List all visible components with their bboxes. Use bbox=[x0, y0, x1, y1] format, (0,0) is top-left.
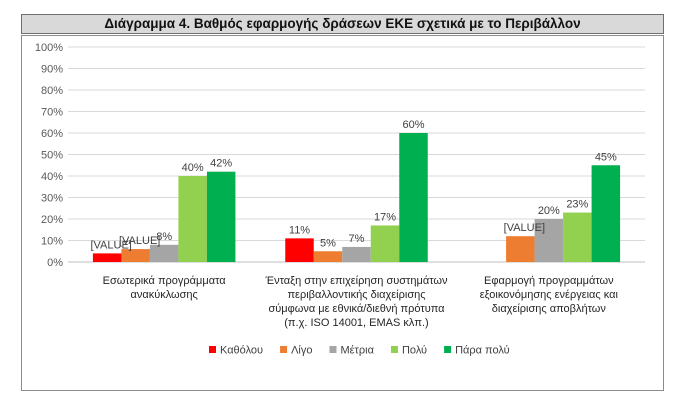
category-labels: Εσωτερικά προγράμματα ανακύκλωσης Ένταξη σ… bbox=[103, 275, 619, 329]
data-label: 40% bbox=[182, 162, 204, 174]
y-tick-label: 80% bbox=[41, 85, 63, 97]
legend-label: Καθόλου bbox=[220, 345, 263, 357]
bar bbox=[285, 238, 314, 262]
category-label: Ένταξη στην επιχείρηση συστημάτων bbox=[264, 275, 448, 287]
bar bbox=[591, 165, 621, 262]
bar bbox=[342, 246, 371, 262]
y-tick-label: 30% bbox=[41, 193, 63, 205]
category-label: Εσωτερικά προγράμματα bbox=[103, 275, 227, 287]
legend: Καθόλου Λίγο Μέτρια Πολύ Πάρα πολύ bbox=[209, 345, 510, 357]
category-label: διαχείρισης αποβλήτων bbox=[492, 303, 607, 315]
legend-swatch bbox=[209, 346, 216, 353]
bar bbox=[370, 225, 400, 262]
y-tick-label: 60% bbox=[41, 128, 63, 140]
bar bbox=[206, 171, 236, 262]
data-label: 5% bbox=[320, 237, 336, 249]
legend-label: Πολύ bbox=[402, 345, 427, 357]
y-tick-label: 90% bbox=[41, 64, 63, 76]
bar bbox=[506, 236, 535, 262]
data-label: [VALUE] bbox=[90, 239, 131, 251]
category-label: ανακύκλωσης bbox=[130, 289, 197, 301]
bar bbox=[178, 176, 207, 262]
bar bbox=[92, 253, 122, 262]
data-label: 20% bbox=[538, 205, 560, 217]
y-tick-label: 100% bbox=[35, 42, 63, 54]
category-label: σύμφωνα με εθνικά/διεθνή πρότυπα bbox=[268, 303, 445, 315]
data-label: [VALUE] bbox=[504, 222, 545, 234]
bar bbox=[313, 251, 343, 262]
category-label: περιβαλλοντικής διαχείρισης bbox=[287, 289, 425, 301]
legend-swatch bbox=[444, 346, 452, 353]
bar bbox=[149, 244, 179, 262]
category-label: (π.χ. ISO 14001, EMAS κλπ.) bbox=[284, 317, 428, 329]
bar bbox=[121, 249, 150, 262]
data-label: [VALUE] bbox=[119, 235, 160, 247]
data-label: 7% bbox=[349, 233, 365, 245]
y-axis-ticks: 0% 10% 20% 30% 40% 50% 60% 70% 80% 90% 100% bbox=[35, 42, 63, 269]
legend-swatch bbox=[280, 346, 288, 353]
legend-label: Μέτρια bbox=[340, 345, 374, 357]
chart-title: Διάγραμμα 4. Βαθμός εφαρμογής δράσεων ΕΚ… bbox=[21, 14, 664, 34]
bar bbox=[399, 133, 428, 262]
gridlines bbox=[68, 46, 645, 263]
y-tick-label: 50% bbox=[41, 150, 63, 162]
data-label: 45% bbox=[595, 151, 617, 163]
legend-swatch bbox=[329, 346, 337, 353]
data-label: 23% bbox=[566, 199, 588, 211]
data-label: 17% bbox=[374, 211, 396, 223]
y-tick-label: 20% bbox=[41, 214, 63, 226]
y-tick-label: 70% bbox=[41, 107, 63, 119]
y-tick-label: 10% bbox=[41, 236, 63, 248]
data-labels: [VALUE][VALUE]8%40% 42%11%5% 7%17%60%[VALU… bbox=[90, 119, 617, 251]
y-tick-label: 40% bbox=[41, 171, 63, 183]
bar bbox=[563, 212, 592, 262]
data-label: 8% bbox=[156, 231, 172, 243]
legend-swatch bbox=[390, 346, 398, 353]
bars bbox=[92, 133, 621, 262]
data-label: 42% bbox=[210, 158, 232, 170]
legend-label: Πάρα πολύ bbox=[455, 345, 510, 357]
category-label: εξοικονόμησης ενέργειας και bbox=[480, 289, 619, 301]
legend-label: Λίγο bbox=[291, 345, 312, 357]
chart-frame bbox=[21, 35, 664, 391]
bar bbox=[534, 219, 564, 262]
category-label: Εφαρμογή προγραμμάτων bbox=[484, 275, 614, 287]
data-label: 60% bbox=[402, 119, 424, 131]
y-tick-label: 0% bbox=[47, 257, 63, 269]
data-label: 11% bbox=[289, 224, 310, 236]
